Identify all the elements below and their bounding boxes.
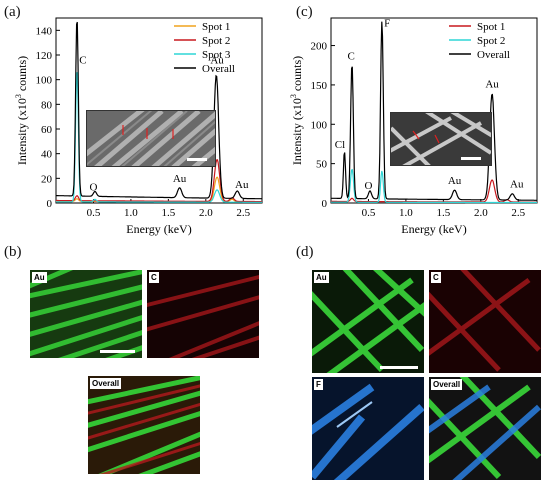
x-tick-label: 2.5	[236, 207, 250, 219]
panel-label-d: (d)	[296, 244, 314, 260]
map-image-overall-d	[429, 377, 541, 480]
map-label-overall-b: Overall	[90, 378, 122, 389]
y-axis-label: Intensity (x103 counts)	[14, 56, 29, 165]
elemental-map-au-b: Au	[30, 270, 142, 358]
peak-annotation: Au	[448, 175, 462, 187]
series-line-overall	[56, 21, 262, 200]
peak-annotation: Au	[510, 178, 524, 190]
y-tick-label: 0	[47, 198, 53, 210]
peak-annotation: C	[79, 55, 86, 67]
eds-spectrum-chart-a: 0.5 1.0 1.5 2.0 2.5 0 20 40 60 80 100 120 140 Energy …	[14, 17, 263, 236]
plot-frame	[55, 17, 263, 204]
y-tick-label: 40	[41, 149, 53, 161]
y-tick-label: 150	[311, 80, 328, 92]
panel-label-b: (b)	[4, 244, 22, 260]
map-image-c-b	[147, 270, 259, 358]
panel-label-a: (a)	[4, 4, 21, 20]
legend-entry: Spot 2	[202, 35, 230, 47]
sem-image-a	[87, 111, 215, 166]
series-line-spot-2	[331, 168, 537, 204]
y-tick-label: 100	[311, 119, 328, 131]
map-image-f-d	[312, 377, 424, 480]
legend-entry: Spot 1	[202, 21, 230, 33]
peak-annotation: F	[384, 18, 390, 30]
y-tick-label: 80	[41, 99, 53, 111]
elemental-map-c-d: C	[429, 270, 541, 373]
y-tick-label: 200	[311, 41, 328, 53]
y-tick-label: 20	[41, 173, 53, 185]
y-tick-label: 120	[36, 50, 53, 62]
map-label-c-d: C	[431, 272, 441, 283]
legend-entry: Spot 1	[477, 21, 505, 33]
sem-inset-c	[390, 112, 492, 166]
peak-annotation: O	[364, 180, 372, 192]
x-tick-label: 1.0	[124, 207, 138, 219]
elemental-map-c-b: C	[147, 270, 259, 358]
legend-entry: Overall	[477, 49, 510, 61]
y-axis-label: Intensity (x103 counts)	[289, 56, 304, 165]
plot-frame	[330, 17, 538, 204]
x-tick-label: 2.0	[474, 207, 488, 219]
x-tick-label: 1.5	[436, 207, 450, 219]
x-tick-label: 0.5	[362, 207, 376, 219]
map-label-overall-d: Overall	[431, 379, 463, 390]
legend-entry: Spot 3	[202, 49, 231, 61]
map-label-f-d: F	[314, 379, 323, 390]
y-tick-label: 0	[322, 198, 328, 210]
x-tick-label: 1.0	[399, 207, 413, 219]
peak-annotation: Au	[210, 55, 224, 67]
peak-annotation: Au	[485, 78, 499, 90]
peak-annotation: Au	[173, 173, 187, 185]
elemental-map-au-d: Au	[312, 270, 424, 373]
x-tick-label: 0.5	[87, 207, 101, 219]
map-label-au-b: Au	[32, 272, 47, 283]
x-tick-label: 2.0	[199, 207, 213, 219]
x-axis-label: Energy (keV)	[126, 222, 191, 236]
map-label-au-d: Au	[314, 272, 329, 283]
elemental-map-overall-b: Overall	[88, 376, 200, 474]
x-tick-label: 2.5	[511, 207, 525, 219]
map-image-au-d	[312, 270, 424, 373]
map-label-c-b: C	[149, 272, 159, 283]
y-tick-label: 100	[36, 75, 53, 87]
map-image-au-b	[30, 270, 142, 358]
legend-entry: Spot 2	[477, 35, 505, 47]
map-image-overall-b	[88, 376, 200, 474]
series-line-spot-3	[56, 72, 262, 203]
series-line-spot-2	[56, 159, 262, 203]
peak-annotation: Cl	[335, 139, 345, 151]
elemental-map-f-d: F	[312, 377, 424, 480]
x-tick-label: 1.5	[161, 207, 175, 219]
series-line-overall	[331, 21, 537, 201]
x-axis-label: Energy (keV)	[401, 222, 466, 236]
map-image-c-d	[429, 270, 541, 373]
y-tick-label: 140	[36, 25, 53, 37]
panel-label-c: (c)	[296, 4, 313, 20]
y-tick-label: 60	[41, 124, 53, 136]
peak-annotation: C	[348, 51, 355, 63]
elemental-map-overall-d: Overall	[429, 377, 541, 480]
sem-image-c	[391, 113, 491, 165]
y-tick-label: 50	[316, 159, 328, 171]
sem-inset-a	[86, 110, 216, 167]
peak-annotation: Au	[235, 179, 249, 191]
peak-annotation: O	[89, 182, 97, 194]
legend-entry: Overall	[202, 63, 235, 75]
eds-spectrum-chart-c: 0.5 1.0 1.5 2.0 2.5 0 50 100 150 200 Energy (keV) I…	[289, 17, 538, 236]
